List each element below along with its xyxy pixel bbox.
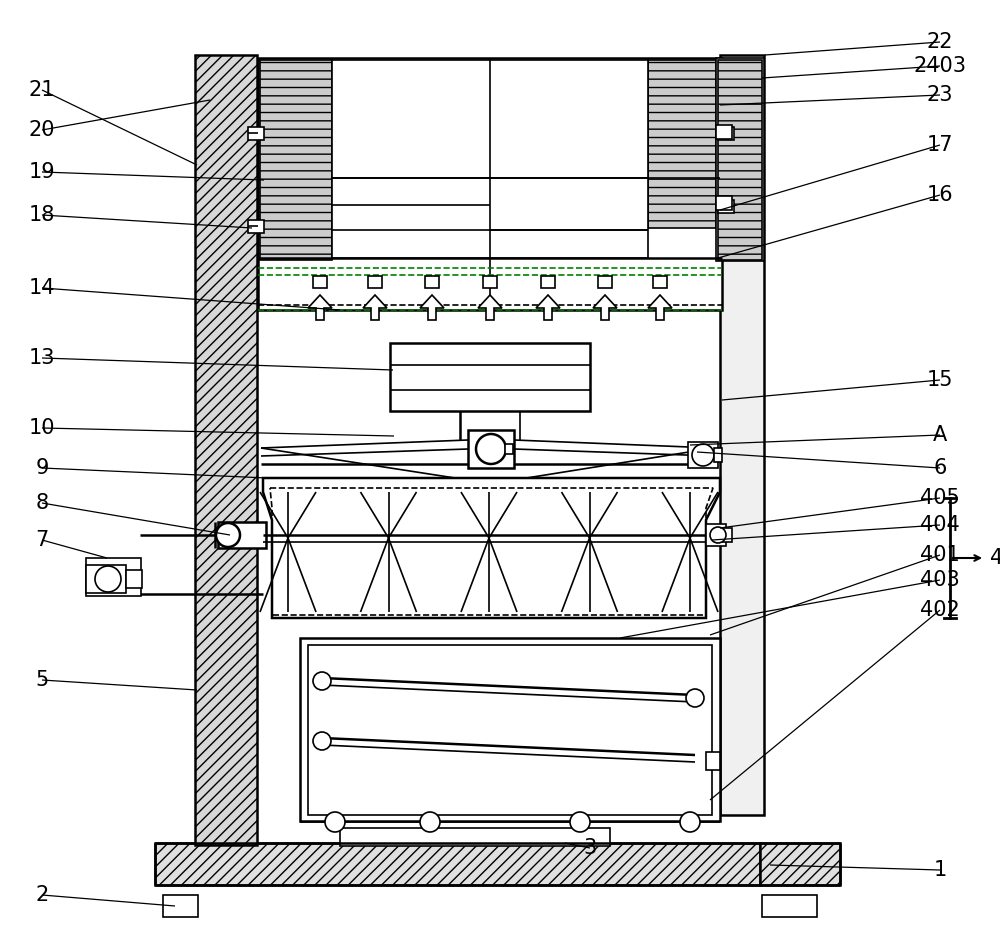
Text: 16: 16 xyxy=(927,185,953,205)
Polygon shape xyxy=(716,196,732,210)
Polygon shape xyxy=(126,570,142,588)
Text: 18: 18 xyxy=(29,205,55,225)
Text: 23: 23 xyxy=(927,85,953,105)
Text: 1: 1 xyxy=(933,860,947,880)
Polygon shape xyxy=(332,60,648,178)
Polygon shape xyxy=(714,448,722,462)
Polygon shape xyxy=(258,58,722,310)
Polygon shape xyxy=(340,828,610,846)
Polygon shape xyxy=(598,276,612,288)
Polygon shape xyxy=(648,60,716,228)
Polygon shape xyxy=(505,444,513,454)
Text: 9: 9 xyxy=(35,458,49,478)
Circle shape xyxy=(710,527,726,543)
Polygon shape xyxy=(195,55,257,845)
Polygon shape xyxy=(263,478,720,618)
Polygon shape xyxy=(420,295,444,320)
Polygon shape xyxy=(541,276,555,288)
Text: 4: 4 xyxy=(990,548,1000,568)
Polygon shape xyxy=(368,276,382,288)
Polygon shape xyxy=(718,200,734,213)
Text: 13: 13 xyxy=(29,348,55,368)
Circle shape xyxy=(95,566,121,592)
Text: 401: 401 xyxy=(920,545,960,565)
Polygon shape xyxy=(483,276,497,288)
Polygon shape xyxy=(163,895,198,917)
Text: 405: 405 xyxy=(920,488,960,508)
Polygon shape xyxy=(653,276,667,288)
Polygon shape xyxy=(718,60,762,260)
Polygon shape xyxy=(720,528,732,542)
Circle shape xyxy=(476,434,506,464)
Polygon shape xyxy=(536,295,560,320)
Text: 19: 19 xyxy=(29,162,55,182)
Text: 17: 17 xyxy=(927,135,953,155)
Text: 3: 3 xyxy=(583,838,597,858)
Polygon shape xyxy=(363,295,387,320)
Text: 6: 6 xyxy=(933,458,947,478)
Polygon shape xyxy=(716,125,732,139)
Circle shape xyxy=(216,523,240,547)
Text: 7: 7 xyxy=(35,530,49,550)
Circle shape xyxy=(325,812,345,832)
Polygon shape xyxy=(248,127,264,140)
Polygon shape xyxy=(155,843,760,885)
Polygon shape xyxy=(760,843,840,885)
Polygon shape xyxy=(308,645,712,815)
Polygon shape xyxy=(313,276,327,288)
Polygon shape xyxy=(425,276,439,288)
Polygon shape xyxy=(260,60,332,260)
Polygon shape xyxy=(86,565,126,593)
Circle shape xyxy=(686,689,704,707)
Polygon shape xyxy=(248,220,264,233)
Text: 5: 5 xyxy=(35,670,49,690)
Polygon shape xyxy=(468,430,514,468)
Polygon shape xyxy=(593,295,617,320)
Polygon shape xyxy=(706,524,726,546)
Text: 10: 10 xyxy=(29,418,55,438)
Polygon shape xyxy=(720,55,764,815)
Polygon shape xyxy=(300,638,720,821)
Text: A: A xyxy=(933,425,947,445)
Text: 2403: 2403 xyxy=(914,56,966,76)
Polygon shape xyxy=(308,295,332,320)
Polygon shape xyxy=(706,752,720,770)
Polygon shape xyxy=(762,895,817,917)
Polygon shape xyxy=(648,295,672,320)
Text: 404: 404 xyxy=(920,515,960,535)
Circle shape xyxy=(420,812,440,832)
Polygon shape xyxy=(86,558,141,596)
Text: 403: 403 xyxy=(920,570,960,590)
Text: 14: 14 xyxy=(29,278,55,298)
Text: 22: 22 xyxy=(927,32,953,52)
Circle shape xyxy=(313,732,331,750)
Circle shape xyxy=(692,444,714,466)
Polygon shape xyxy=(332,178,648,258)
Polygon shape xyxy=(390,343,590,411)
Text: 8: 8 xyxy=(35,493,49,513)
Circle shape xyxy=(680,812,700,832)
Polygon shape xyxy=(218,522,266,548)
Text: 20: 20 xyxy=(29,120,55,140)
Text: 21: 21 xyxy=(29,80,55,100)
Circle shape xyxy=(570,812,590,832)
Text: 15: 15 xyxy=(927,370,953,390)
Polygon shape xyxy=(688,442,718,468)
Polygon shape xyxy=(478,295,502,320)
Text: 402: 402 xyxy=(920,600,960,620)
Polygon shape xyxy=(718,127,734,140)
Polygon shape xyxy=(716,58,764,261)
Circle shape xyxy=(313,672,331,690)
Text: 2: 2 xyxy=(35,885,49,905)
